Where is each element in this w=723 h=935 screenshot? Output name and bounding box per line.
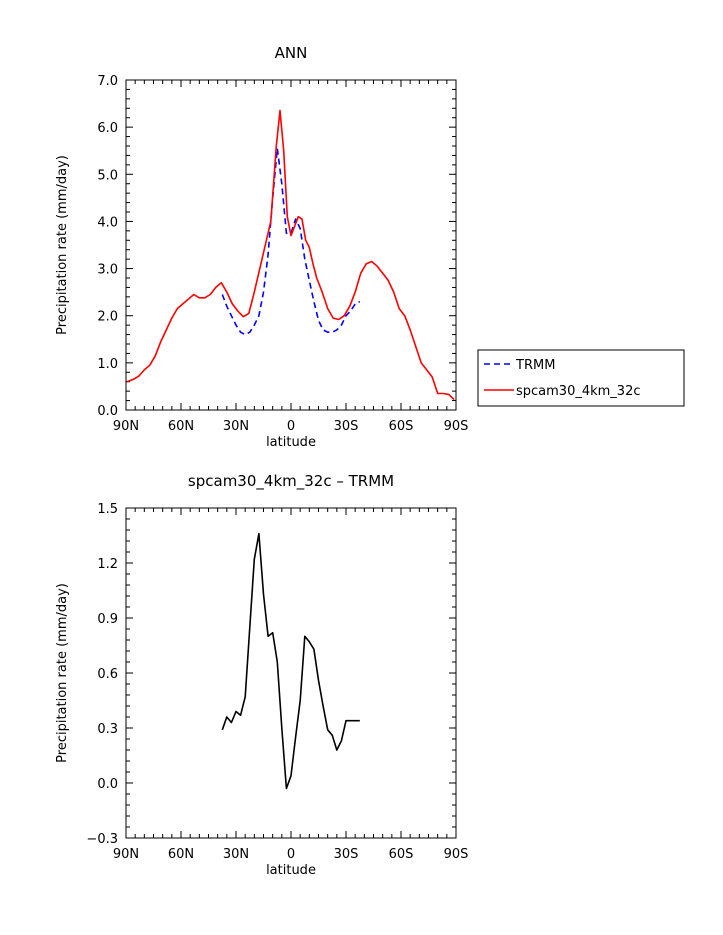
x-tick-label: 90N xyxy=(113,847,139,862)
x-tick-label: 30N xyxy=(223,847,249,862)
y-tick-label: 3.0 xyxy=(97,263,118,278)
y-tick-label: 0.3 xyxy=(97,722,118,737)
x-tick-label: 30S xyxy=(334,847,359,862)
y-tick-label: 0.6 xyxy=(97,667,118,682)
x-axis-label: latitude xyxy=(266,435,316,450)
y-tick-label: 0.0 xyxy=(97,404,118,419)
y-tick-label: 2.0 xyxy=(97,310,118,325)
series-line-difference xyxy=(221,532,360,790)
legend-label: TRMM xyxy=(515,358,555,373)
x-tick-label: 30S xyxy=(334,419,359,434)
y-tick-label: 4.0 xyxy=(97,215,118,230)
legend-box xyxy=(477,349,685,407)
x-tick-label: 0 xyxy=(287,847,295,862)
y-axis-label: Precipitation rate (mm/day) xyxy=(55,583,70,763)
x-tick-label: 60S xyxy=(389,419,414,434)
y-tick-label: −0.3 xyxy=(86,832,118,847)
x-tick-label: 60S xyxy=(389,847,414,862)
y-tick-label: 6.0 xyxy=(97,121,118,136)
series-line-trmm xyxy=(221,147,361,336)
series-line-spcam30_4km_32c xyxy=(126,109,455,401)
x-tick-label: 90N xyxy=(113,419,139,434)
y-tick-label: 1.0 xyxy=(97,357,118,372)
plot-frame xyxy=(125,507,457,839)
legend-label: spcam30_4km_32c xyxy=(516,384,641,399)
y-tick-label: 5.0 xyxy=(97,168,118,183)
x-tick-label: 0 xyxy=(287,419,295,434)
chart-title: spcam30_4km_32c – TRMM xyxy=(188,472,394,491)
x-tick-label: 60N xyxy=(168,847,194,862)
x-tick-label: 90S xyxy=(444,847,469,862)
chart-difference-precipitation: spcam30_4km_32c – TRMM 90N 60N 30N 0 30S 60S 90… xyxy=(55,472,468,878)
chart-title: ANN xyxy=(275,44,308,62)
x-axis-label: latitude xyxy=(266,863,316,878)
y-tick-label: 1.2 xyxy=(97,557,118,572)
y-tick-label: 0.0 xyxy=(97,777,118,792)
y-axis-label: Precipitation rate (mm/day) xyxy=(55,155,70,335)
x-tick-label: 30N xyxy=(223,419,249,434)
x-tick-label: 90S xyxy=(444,419,469,434)
plot-frame xyxy=(125,79,457,411)
chart-annual-precipitation: ANN 90N 60N 30N 0 30S 60S 90S 0.0 1.0 2.0 3.0 4.0 5.0… xyxy=(55,44,685,450)
x-tick-label: 60N xyxy=(168,419,194,434)
y-tick-label: 1.5 xyxy=(97,502,118,517)
y-tick-label: 7.0 xyxy=(97,74,118,89)
y-tick-label: 0.9 xyxy=(97,612,118,627)
